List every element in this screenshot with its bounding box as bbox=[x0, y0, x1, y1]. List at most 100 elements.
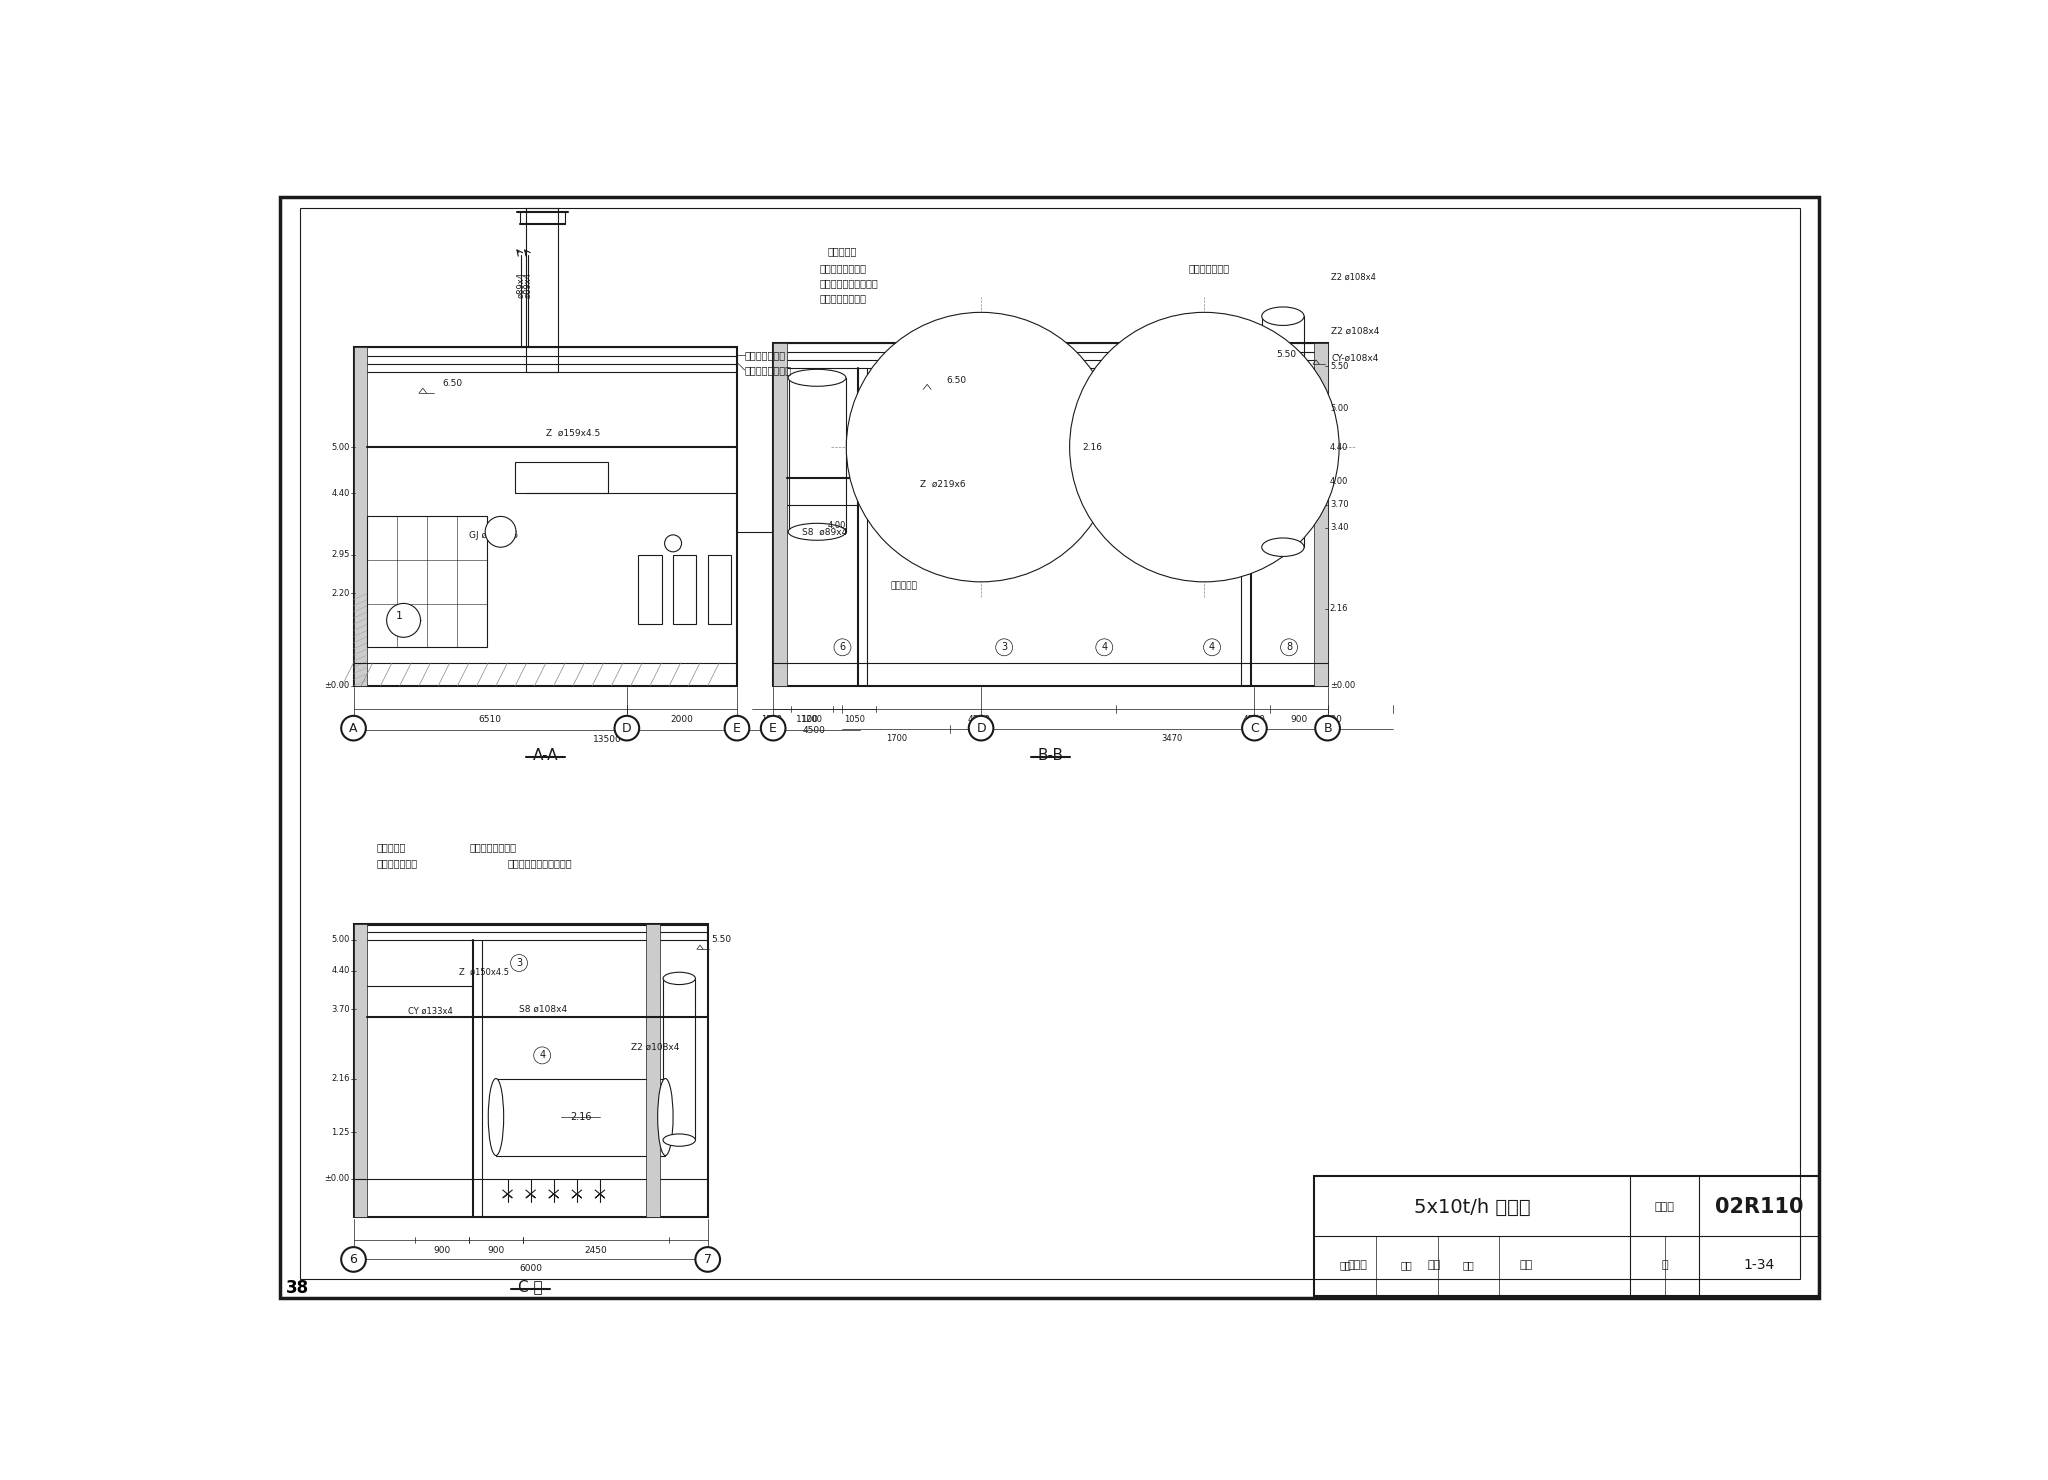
Circle shape bbox=[535, 1046, 551, 1064]
Text: 6510: 6510 bbox=[479, 715, 502, 724]
Bar bbox=[367, 517, 487, 647]
Text: E: E bbox=[770, 722, 776, 734]
Circle shape bbox=[342, 716, 367, 740]
Text: D: D bbox=[977, 722, 985, 734]
Text: 接自离子交换器出水管: 接自离子交换器出水管 bbox=[819, 278, 879, 289]
Ellipse shape bbox=[1262, 306, 1305, 326]
Text: 4.40: 4.40 bbox=[332, 488, 350, 497]
Text: 接蔬汽导管: 接蔬汽导管 bbox=[377, 842, 406, 852]
Circle shape bbox=[387, 604, 420, 638]
Text: CY ø133x4: CY ø133x4 bbox=[408, 1006, 453, 1015]
Text: 赵勇: 赵勇 bbox=[1520, 1259, 1532, 1270]
Circle shape bbox=[614, 716, 639, 740]
Text: 审核: 审核 bbox=[1339, 1259, 1352, 1270]
Text: 1200: 1200 bbox=[801, 715, 823, 724]
Ellipse shape bbox=[1262, 537, 1305, 556]
Ellipse shape bbox=[664, 972, 696, 984]
Text: 李雷: 李雷 bbox=[1427, 1259, 1442, 1270]
Text: B: B bbox=[1323, 722, 1331, 734]
Text: 5x10t/h 剖视图: 5x10t/h 剖视图 bbox=[1413, 1197, 1530, 1217]
Text: 900: 900 bbox=[434, 1246, 451, 1255]
Circle shape bbox=[762, 716, 786, 740]
Bar bbox=[354, 925, 709, 1217]
Text: 设计: 设计 bbox=[1462, 1259, 1475, 1270]
Text: 2.16: 2.16 bbox=[1083, 443, 1102, 451]
Circle shape bbox=[995, 639, 1012, 656]
Bar bbox=[526, 209, 559, 371]
Text: 4500: 4500 bbox=[803, 727, 825, 736]
Text: 4.40: 4.40 bbox=[1329, 443, 1348, 451]
Bar bbox=[1315, 1177, 1819, 1295]
Text: A-A: A-A bbox=[532, 747, 557, 762]
Ellipse shape bbox=[664, 1134, 696, 1146]
Text: 2.16: 2.16 bbox=[569, 1111, 592, 1122]
Text: 4500: 4500 bbox=[1243, 715, 1266, 724]
Text: 2000: 2000 bbox=[670, 715, 694, 724]
Text: 5.00: 5.00 bbox=[332, 443, 350, 451]
Text: 6: 6 bbox=[350, 1254, 358, 1265]
Text: 蔬汽导管接外网: 蔬汽导管接外网 bbox=[745, 349, 786, 360]
Text: 02R110: 02R110 bbox=[1716, 1197, 1804, 1217]
Text: 李春林: 李春林 bbox=[1348, 1259, 1368, 1270]
Text: 接加压泵出水导管: 接加压泵出水导管 bbox=[745, 366, 793, 374]
Text: 5.00: 5.00 bbox=[1329, 404, 1348, 413]
Text: ø89x4: ø89x4 bbox=[524, 272, 532, 299]
Bar bbox=[664, 978, 696, 1140]
Text: 3.70: 3.70 bbox=[332, 1005, 350, 1014]
Bar bbox=[639, 555, 662, 625]
Circle shape bbox=[666, 534, 682, 552]
Text: ø89x4: ø89x4 bbox=[516, 272, 524, 299]
Text: 4500: 4500 bbox=[1321, 715, 1343, 724]
Text: 6: 6 bbox=[840, 642, 846, 653]
Bar bbox=[1262, 317, 1305, 548]
Text: 4.00: 4.00 bbox=[1329, 477, 1348, 487]
Text: 7: 7 bbox=[705, 1254, 713, 1265]
Text: 3: 3 bbox=[1001, 642, 1008, 653]
Text: 2.20: 2.20 bbox=[332, 589, 350, 598]
Circle shape bbox=[1315, 716, 1339, 740]
Text: 校对: 校对 bbox=[1401, 1259, 1413, 1270]
Text: ±0.00: ±0.00 bbox=[1329, 681, 1356, 690]
Circle shape bbox=[834, 639, 850, 656]
Bar bbox=[674, 555, 696, 625]
Circle shape bbox=[1069, 312, 1339, 582]
Text: ±0.00: ±0.00 bbox=[324, 1174, 350, 1183]
Text: 接连续排污器二次蔬汽管: 接连续排污器二次蔬汽管 bbox=[508, 858, 571, 867]
Bar bbox=[496, 1079, 666, 1156]
Text: 3: 3 bbox=[516, 958, 522, 968]
Text: 4: 4 bbox=[539, 1051, 545, 1060]
Text: 2.95: 2.95 bbox=[332, 551, 350, 559]
Circle shape bbox=[696, 1248, 721, 1271]
Text: Z2 ø108x4: Z2 ø108x4 bbox=[631, 1043, 680, 1052]
Text: 图集号: 图集号 bbox=[1655, 1202, 1675, 1212]
Text: CY-ø108x4: CY-ø108x4 bbox=[1331, 354, 1378, 363]
Circle shape bbox=[1204, 639, 1221, 656]
Text: 6.50: 6.50 bbox=[442, 379, 463, 388]
Text: 1-34: 1-34 bbox=[1745, 1258, 1776, 1271]
Circle shape bbox=[1280, 639, 1298, 656]
Text: Z  ø150x4.5: Z ø150x4.5 bbox=[459, 968, 510, 977]
Bar bbox=[645, 925, 659, 1217]
Text: 13500: 13500 bbox=[592, 736, 621, 744]
Text: 6.50: 6.50 bbox=[946, 376, 967, 385]
Text: 2.16: 2.16 bbox=[332, 1074, 350, 1083]
Circle shape bbox=[342, 1248, 367, 1271]
Ellipse shape bbox=[788, 370, 846, 386]
Text: S8 ø108x4: S8 ø108x4 bbox=[518, 1005, 567, 1014]
Text: 5: 5 bbox=[670, 539, 676, 549]
Text: GJ ø57x3.5: GJ ø57x3.5 bbox=[469, 531, 518, 540]
Text: 900: 900 bbox=[487, 1246, 504, 1255]
Text: 4500: 4500 bbox=[969, 715, 991, 724]
Text: A: A bbox=[350, 722, 358, 734]
Ellipse shape bbox=[487, 1079, 504, 1156]
Circle shape bbox=[510, 955, 528, 971]
Text: 3.70: 3.70 bbox=[1329, 500, 1348, 509]
Text: 1250: 1250 bbox=[762, 715, 782, 724]
Bar bbox=[1313, 343, 1327, 685]
Text: 4.40: 4.40 bbox=[332, 966, 350, 975]
Text: Z2 ø108x4: Z2 ø108x4 bbox=[1331, 327, 1380, 336]
Text: Z  ø159x4.5: Z ø159x4.5 bbox=[547, 429, 600, 438]
Circle shape bbox=[969, 716, 993, 740]
Text: 页: 页 bbox=[1661, 1259, 1669, 1270]
Bar bbox=[788, 377, 846, 531]
